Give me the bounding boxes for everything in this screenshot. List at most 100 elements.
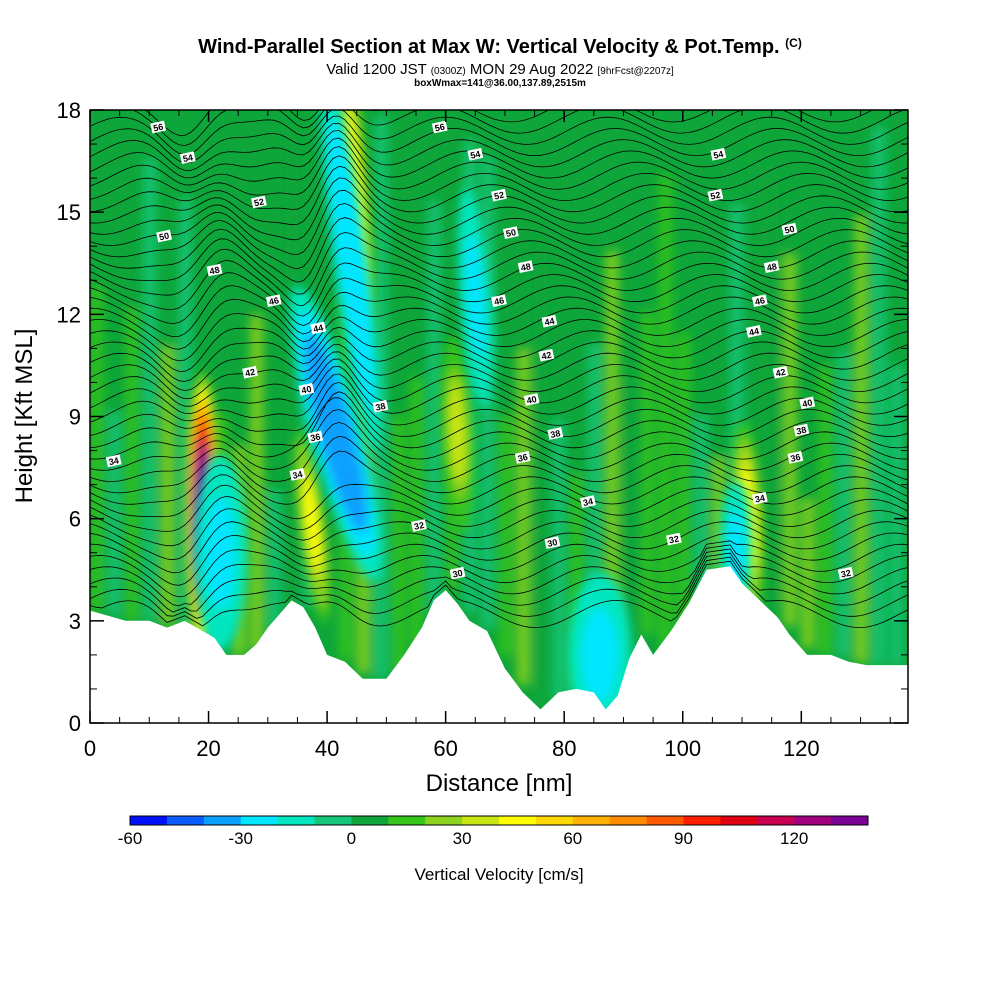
- theta-isentrope: [90, 110, 908, 156]
- theta-label: 38: [372, 399, 389, 413]
- colorbar-tick-label: 30: [453, 829, 472, 848]
- theta-label: 34: [105, 454, 122, 468]
- theta-label: 48: [206, 263, 223, 276]
- w-feature: [567, 573, 632, 723]
- w-feature: [458, 188, 493, 406]
- theta-isentrope: [90, 381, 908, 438]
- theta-isentrope: [90, 272, 908, 327]
- w-streak: [836, 351, 850, 658]
- y-tick-label: 6: [69, 507, 81, 532]
- theta-label-text: 46: [754, 295, 766, 307]
- theta-label-box: [751, 491, 768, 505]
- theta-label-box: [547, 427, 564, 440]
- theta-label: 32: [837, 566, 854, 580]
- colorbar-segment: [314, 816, 352, 825]
- theta-isentrope: [90, 313, 908, 362]
- y-tick-label: 3: [69, 609, 81, 634]
- theta-label-text: 56: [434, 122, 446, 134]
- w-streak: [516, 348, 530, 685]
- theta-label-box: [105, 454, 122, 468]
- subtitle-utc-time: (0300Z): [430, 66, 466, 77]
- theta-label-box: [799, 396, 816, 410]
- theta-isentrope: [90, 326, 908, 372]
- theta-isentrope: [90, 155, 908, 213]
- w-streak: [783, 253, 797, 626]
- theta-label: 56: [150, 120, 167, 133]
- colorbar-segment: [388, 816, 426, 825]
- theta-label-box: [751, 294, 768, 308]
- terrain: [90, 566, 908, 723]
- y-tick-label: 18: [57, 98, 81, 123]
- theta-label-text: 46: [493, 295, 505, 307]
- theta-label: 40: [799, 396, 816, 410]
- theta-isentrope: [90, 365, 908, 415]
- colorbar-segment: [831, 816, 869, 825]
- theta-label-box: [449, 566, 466, 580]
- colorbar-tick-label: -30: [228, 829, 253, 848]
- w-streak: [392, 415, 406, 671]
- theta-label-text: 38: [375, 401, 387, 413]
- theta-label: 52: [707, 188, 724, 202]
- w-streak: [659, 174, 673, 647]
- colorbar-segment: [683, 816, 721, 825]
- theta-label: 46: [751, 294, 768, 308]
- theta-label-box: [781, 222, 798, 236]
- theta-isentrope: [90, 358, 908, 407]
- theta-isentrope: [90, 548, 908, 607]
- w-streak: [107, 411, 121, 616]
- theta-label-box: [793, 423, 810, 437]
- theta-label: 30: [449, 566, 466, 580]
- x-tick-label: 0: [84, 736, 96, 761]
- w-streak: [801, 498, 815, 649]
- theta-label: 46: [265, 294, 282, 307]
- theta-label: 54: [467, 147, 484, 161]
- w-streak: [854, 214, 868, 663]
- chart-subtitle-2: boxWmax=141@36.00,137.89,2515m: [414, 78, 586, 89]
- theta-isentrope: [90, 450, 908, 505]
- theta-label-text: 48: [766, 261, 778, 273]
- theta-label-text: 48: [520, 261, 532, 273]
- theta-isentropes: [90, 110, 908, 629]
- theta-label: 36: [787, 451, 804, 464]
- x-tick-label: 20: [196, 736, 220, 761]
- theta-label-box: [523, 393, 540, 406]
- theta-isentrope: [90, 285, 908, 338]
- theta-label: 46: [491, 294, 507, 307]
- theta-label-text: 42: [541, 350, 553, 362]
- colorbar-tick-label: 120: [780, 829, 808, 848]
- colorbar-segment: [277, 816, 315, 825]
- chart-subtitle: Valid 1200 JST (0300Z) MON 29 Aug 2022 […: [0, 61, 1000, 78]
- theta-label-box: [242, 365, 258, 379]
- theta-label: 34: [580, 495, 596, 508]
- theta-label-box: [787, 451, 804, 464]
- w-feature: [441, 335, 474, 532]
- theta-label-box: [431, 120, 448, 134]
- theta-label: 42: [772, 365, 789, 379]
- w-feature-band: [581, 608, 618, 702]
- colorbar-frame: [129, 815, 869, 826]
- theta-label-text: 40: [301, 384, 313, 396]
- theta-label: 40: [523, 393, 540, 406]
- w-streak: [623, 378, 637, 678]
- theta-label-text: 52: [493, 190, 505, 202]
- theta-label-text: 50: [158, 231, 170, 243]
- y-tick-label: 12: [57, 302, 81, 327]
- theta-label-text: 30: [547, 537, 559, 549]
- theta-label-text: 42: [775, 367, 787, 379]
- theta-label-box: [745, 325, 762, 338]
- theta-label-text: 32: [840, 568, 852, 580]
- y-tick-label: 0: [69, 711, 81, 736]
- theta-label-text: 54: [182, 152, 194, 164]
- colorbar-tick-label: -60: [118, 829, 143, 848]
- theta-label-text: 30: [452, 568, 464, 580]
- theta-isentrope: [90, 508, 908, 561]
- theta-label-text: 32: [668, 534, 680, 546]
- theta-label-text: 36: [517, 452, 529, 464]
- theta-label-text: 32: [413, 520, 425, 532]
- theta-label-text: 44: [748, 326, 760, 338]
- theta-label-text: 36: [790, 452, 802, 464]
- theta-isentrope: [90, 259, 908, 317]
- theta-isentrope: [90, 115, 908, 164]
